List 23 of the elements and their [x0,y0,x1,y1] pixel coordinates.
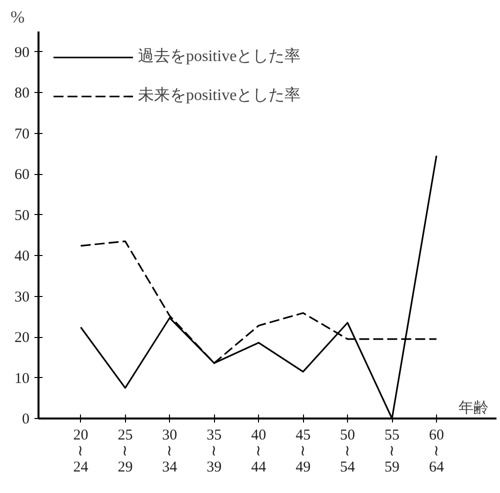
x-axis-title: 年齢 [458,400,489,416]
x-tick-label: 35 ≀ 39 [206,428,222,476]
x-tick-label: 55 ≀ 59 [384,428,400,476]
y-tick-label: 50 [14,208,30,224]
x-tick-label: 25 ≀ 29 [118,428,133,476]
x-tick-label: 40 ≀ 44 [251,428,267,476]
x-tick-label: 60 ≀ 64 [428,428,444,476]
y-tick-label: 70 [14,126,30,142]
x-tick-label: 30 ≀ 34 [162,428,178,476]
y-tick-label: 10 [14,370,30,387]
legend-label: 過去をpositiveとした率 [138,46,301,67]
x-tick-label: 50 ≀ 54 [340,428,356,476]
y-tick-label: 0 [22,412,30,428]
y-tick-label: 60 [14,167,30,184]
y-tick-label: 20 [14,330,30,346]
y-tick-label: 90 [14,44,30,61]
legend-label: 未来をpositiveとした率 [138,86,301,106]
x-tick-label: 20 ≀ 24 [73,428,89,476]
y-tick-label: 30 [14,289,30,306]
y-axis-title: % [10,8,25,26]
x-tick-label: 45 ≀ 49 [296,428,311,476]
y-tick-label: 40 [14,248,30,265]
y-tick-label: 80 [14,86,30,102]
